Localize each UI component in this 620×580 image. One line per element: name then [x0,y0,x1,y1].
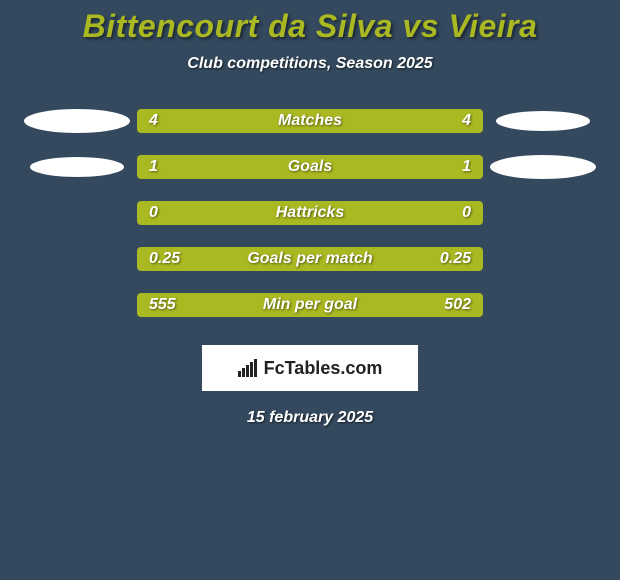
stat-label: Matches [137,112,483,130]
stat-right-value: 0 [462,204,471,222]
stat-left-value: 0.25 [149,250,180,268]
stat-label: Hattricks [137,204,483,222]
right-marker-slot [483,155,603,179]
player2-marker-small [496,111,590,131]
stat-bar: 555 Min per goal 502 [137,293,483,317]
season-subtitle: Club competitions, Season 2025 [0,55,620,73]
left-marker-slot [17,109,137,133]
stat-row-hattricks: 0 Hattricks 0 [0,201,620,225]
brand-name: FcTables [264,358,341,378]
stat-bar: 1 Goals 1 [137,155,483,179]
stat-right-value: 502 [444,296,471,314]
comparison-infographic: Bittencourt da Silva vs Vieira Club comp… [0,0,620,427]
brand-text: FcTables.com [264,358,383,379]
stat-right-value: 1 [462,158,471,176]
stat-left-value: 555 [149,296,176,314]
stat-left-value: 1 [149,158,158,176]
right-marker-slot [483,111,603,131]
left-marker-slot [17,157,137,177]
stat-right-value: 0.25 [440,250,471,268]
player1-marker-large [24,109,130,133]
stat-row-goals-per-match: 0.25 Goals per match 0.25 [0,247,620,271]
stat-right-value: 4 [462,112,471,130]
stat-row-matches: 4 Matches 4 [0,109,620,133]
stat-label: Min per goal [137,296,483,314]
player2-marker-large [490,155,596,179]
stat-bar: 0.25 Goals per match 0.25 [137,247,483,271]
stat-left-value: 0 [149,204,158,222]
stat-row-min-per-goal: 555 Min per goal 502 [0,293,620,317]
brand-suffix: .com [340,358,382,378]
stat-label: Goals per match [137,250,483,268]
brand-badge: FcTables.com [202,345,418,391]
stat-bar: 0 Hattricks 0 [137,201,483,225]
stat-row-goals: 1 Goals 1 [0,155,620,179]
bar-chart-icon [238,359,258,377]
stat-left-value: 4 [149,112,158,130]
stat-bar: 4 Matches 4 [137,109,483,133]
player1-marker-small [30,157,124,177]
page-title: Bittencourt da Silva vs Vieira [0,8,620,45]
stat-label: Goals [137,158,483,176]
date-label: 15 february 2025 [0,409,620,427]
